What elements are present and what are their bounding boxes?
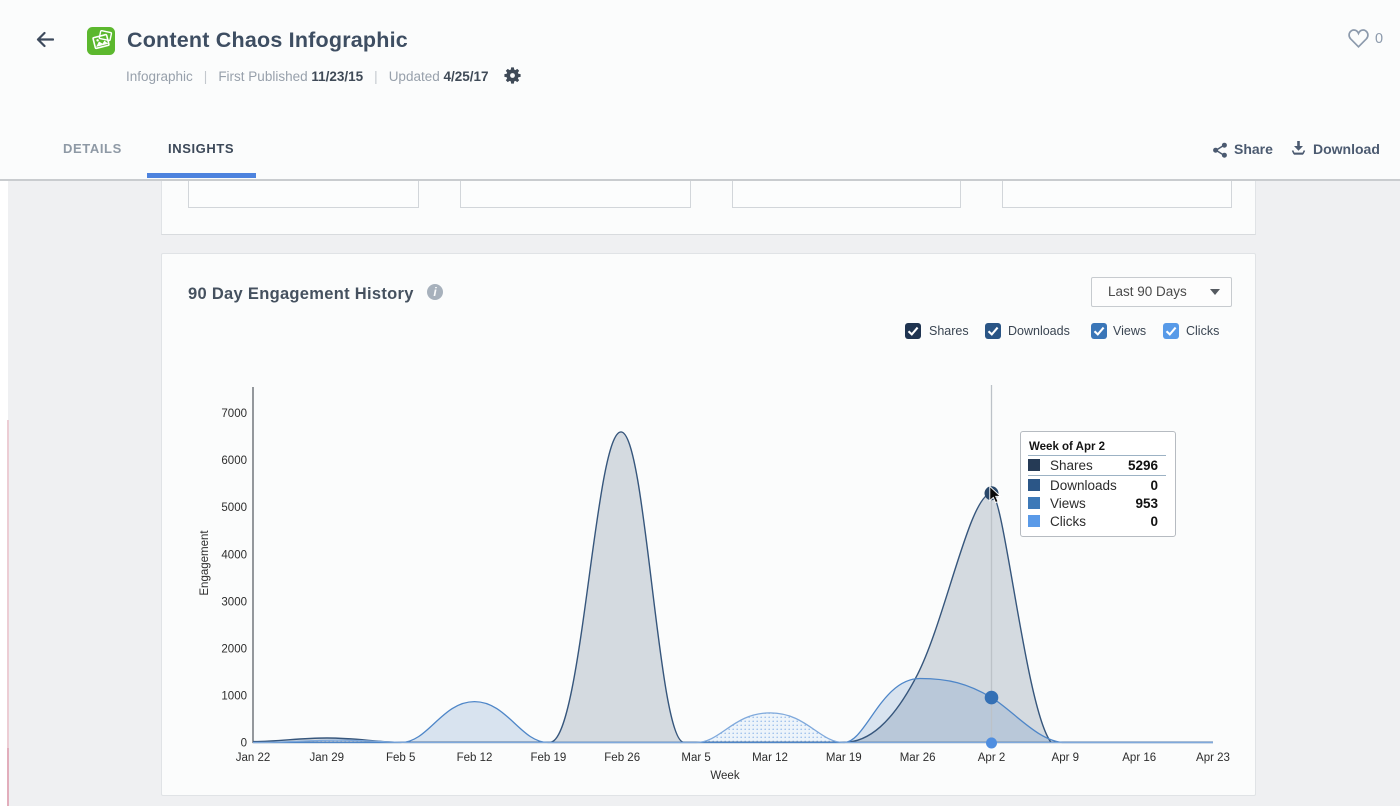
svg-text:Apr 9: Apr 9 <box>1052 752 1080 764</box>
svg-text:Mar 12: Mar 12 <box>752 752 788 764</box>
svg-text:Apr 2: Apr 2 <box>978 752 1006 764</box>
svg-text:Apr 16: Apr 16 <box>1122 752 1156 764</box>
svg-text:Jan 29: Jan 29 <box>310 752 345 764</box>
svg-text:Mar 19: Mar 19 <box>826 752 862 764</box>
svg-text:Feb 12: Feb 12 <box>457 752 493 764</box>
svg-text:7000: 7000 <box>221 408 247 420</box>
svg-text:0: 0 <box>241 738 247 750</box>
svg-text:5000: 5000 <box>221 502 247 514</box>
svg-text:Feb 19: Feb 19 <box>530 752 566 764</box>
svg-text:Engagement: Engagement <box>199 530 211 596</box>
svg-text:Mar 5: Mar 5 <box>681 752 710 764</box>
svg-text:2000: 2000 <box>221 643 247 655</box>
svg-text:Feb 5: Feb 5 <box>386 752 415 764</box>
svg-text:Apr 23: Apr 23 <box>1196 752 1230 764</box>
svg-text:6000: 6000 <box>221 455 247 467</box>
svg-text:3000: 3000 <box>221 596 247 608</box>
svg-text:Jan 22: Jan 22 <box>236 752 271 764</box>
svg-text:Mar 26: Mar 26 <box>900 752 936 764</box>
svg-text:1000: 1000 <box>221 690 247 702</box>
svg-text:Feb 26: Feb 26 <box>604 752 640 764</box>
svg-text:4000: 4000 <box>221 549 247 561</box>
svg-text:Week: Week <box>710 770 739 782</box>
